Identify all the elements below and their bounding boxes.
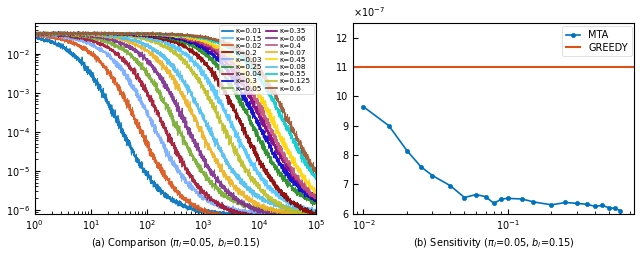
MTA — [573, 202, 580, 205]
MTA — [461, 196, 468, 199]
Line: MTA: MTA — [362, 105, 623, 213]
Legend: κ=0.01, κ=0.15, κ=0.02, κ=0.2, κ=0.03, κ=0.25, κ=0.04, κ=0.3, κ=0.05, κ=0.35, κ=: κ=0.01, κ=0.15, κ=0.02, κ=0.2, κ=0.03, κ… — [219, 25, 314, 94]
MTA — [598, 204, 606, 207]
MTA — [472, 193, 480, 196]
MTA — [385, 124, 393, 127]
Text: $\times10^{-7}$: $\times10^{-7}$ — [353, 6, 385, 19]
MTA — [497, 197, 505, 200]
MTA — [548, 203, 556, 206]
MTA — [490, 202, 498, 205]
MTA — [417, 165, 425, 168]
X-axis label: (b) Sensitivity ($\pi_l$=0.05, $b_l$=0.15): (b) Sensitivity ($\pi_l$=0.05, $b_l$=0.1… — [413, 237, 575, 250]
MTA — [611, 207, 619, 210]
MTA — [591, 205, 599, 208]
X-axis label: (a) Comparison ($\pi_l$=0.05, $b_l$=0.15): (a) Comparison ($\pi_l$=0.05, $b_l$=0.15… — [90, 237, 260, 250]
MTA — [605, 206, 613, 209]
MTA — [482, 195, 490, 198]
MTA — [504, 197, 512, 200]
MTA — [429, 174, 436, 177]
MTA — [518, 197, 526, 200]
MTA — [447, 184, 454, 187]
MTA — [562, 201, 570, 204]
MTA — [403, 149, 411, 152]
MTA — [616, 209, 624, 212]
MTA — [360, 105, 367, 108]
MTA — [583, 203, 591, 206]
Legend: MTA, GREEDY: MTA, GREEDY — [562, 26, 632, 56]
MTA — [529, 200, 537, 204]
